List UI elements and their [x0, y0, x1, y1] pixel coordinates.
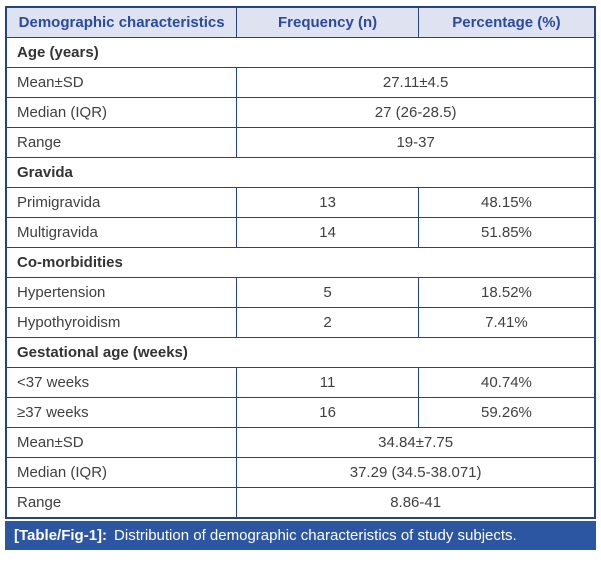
table-row: Range 19-37 — [5, 127, 596, 158]
row-label: Multigravida — [5, 217, 238, 248]
table-row: Primigravida 13 48.15% — [5, 187, 596, 218]
row-label: Mean±SD — [5, 427, 238, 458]
row-label: Primigravida — [5, 187, 238, 218]
row-label: Median (IQR) — [5, 457, 238, 488]
percentage-value: 40.74% — [417, 367, 596, 398]
row-label: Range — [5, 487, 238, 519]
column-header-percentage: Percentage (%) — [417, 6, 596, 38]
page: Demographic characteristics Frequency (n… — [5, 6, 596, 550]
table-row: Mean±SD 27.11±4.5 — [5, 67, 596, 98]
table-caption: [Table/Fig-1]: Distribution of demograph… — [5, 521, 596, 550]
table-row: Median (IQR) 27 (26-28.5) — [5, 97, 596, 128]
row-label: Hypothyroidism — [5, 307, 238, 338]
row-label: ≥37 weeks — [5, 397, 238, 428]
header-row: Demographic characteristics Frequency (n… — [5, 6, 596, 38]
row-label: Median (IQR) — [5, 97, 238, 128]
frequency-value: 11 — [236, 367, 419, 398]
frequency-value: 14 — [236, 217, 419, 248]
merged-value: 27.11±4.5 — [236, 67, 596, 98]
table-row: Range 8.86-41 — [5, 487, 596, 519]
row-label: Hypertension — [5, 277, 238, 308]
percentage-value: 48.15% — [417, 187, 596, 218]
merged-value: 34.84±7.75 — [236, 427, 596, 458]
frequency-value: 2 — [236, 307, 419, 338]
frequency-value: 13 — [236, 187, 419, 218]
percentage-value: 59.26% — [417, 397, 596, 428]
percentage-value: 18.52% — [417, 277, 596, 308]
table-header: Demographic characteristics Frequency (n… — [5, 6, 596, 38]
table-row: Hypertension 5 18.52% — [5, 277, 596, 308]
frequency-value: 5 — [236, 277, 419, 308]
column-header-frequency: Frequency (n) — [236, 6, 419, 38]
section-label: Gravida — [5, 157, 596, 188]
percentage-value: 7.41% — [417, 307, 596, 338]
section-label: Age (years) — [5, 37, 596, 68]
merged-value: 19-37 — [236, 127, 596, 158]
table-row: <37 weeks 11 40.74% — [5, 367, 596, 398]
frequency-value: 16 — [236, 397, 419, 428]
caption-tag: [Table/Fig-1]: — [14, 527, 108, 544]
row-label: Range — [5, 127, 238, 158]
table-row: Hypothyroidism 2 7.41% — [5, 307, 596, 338]
table-row: Multigravida 14 51.85% — [5, 217, 596, 248]
caption-text: Distribution of demographic characterist… — [114, 527, 517, 544]
table-body: Age (years) Mean±SD 27.11±4.5 Median (IQ… — [5, 37, 596, 519]
merged-value: 27 (26-28.5) — [236, 97, 596, 128]
row-label: <37 weeks — [5, 367, 238, 398]
demographics-table: Demographic characteristics Frequency (n… — [5, 6, 596, 519]
section-row: Gravida — [5, 157, 596, 188]
table-row: ≥37 weeks 16 59.26% — [5, 397, 596, 428]
percentage-value: 51.85% — [417, 217, 596, 248]
table-row: Mean±SD 34.84±7.75 — [5, 427, 596, 458]
row-label: Mean±SD — [5, 67, 238, 98]
column-header-characteristics: Demographic characteristics — [5, 6, 238, 38]
merged-value: 8.86-41 — [236, 487, 596, 519]
merged-value: 37.29 (34.5-38.071) — [236, 457, 596, 488]
table-row: Median (IQR) 37.29 (34.5-38.071) — [5, 457, 596, 488]
section-row: Gestational age (weeks) — [5, 337, 596, 368]
section-label: Gestational age (weeks) — [5, 337, 596, 368]
section-row: Age (years) — [5, 37, 596, 68]
section-row: Co-morbidities — [5, 247, 596, 278]
section-label: Co-morbidities — [5, 247, 596, 278]
